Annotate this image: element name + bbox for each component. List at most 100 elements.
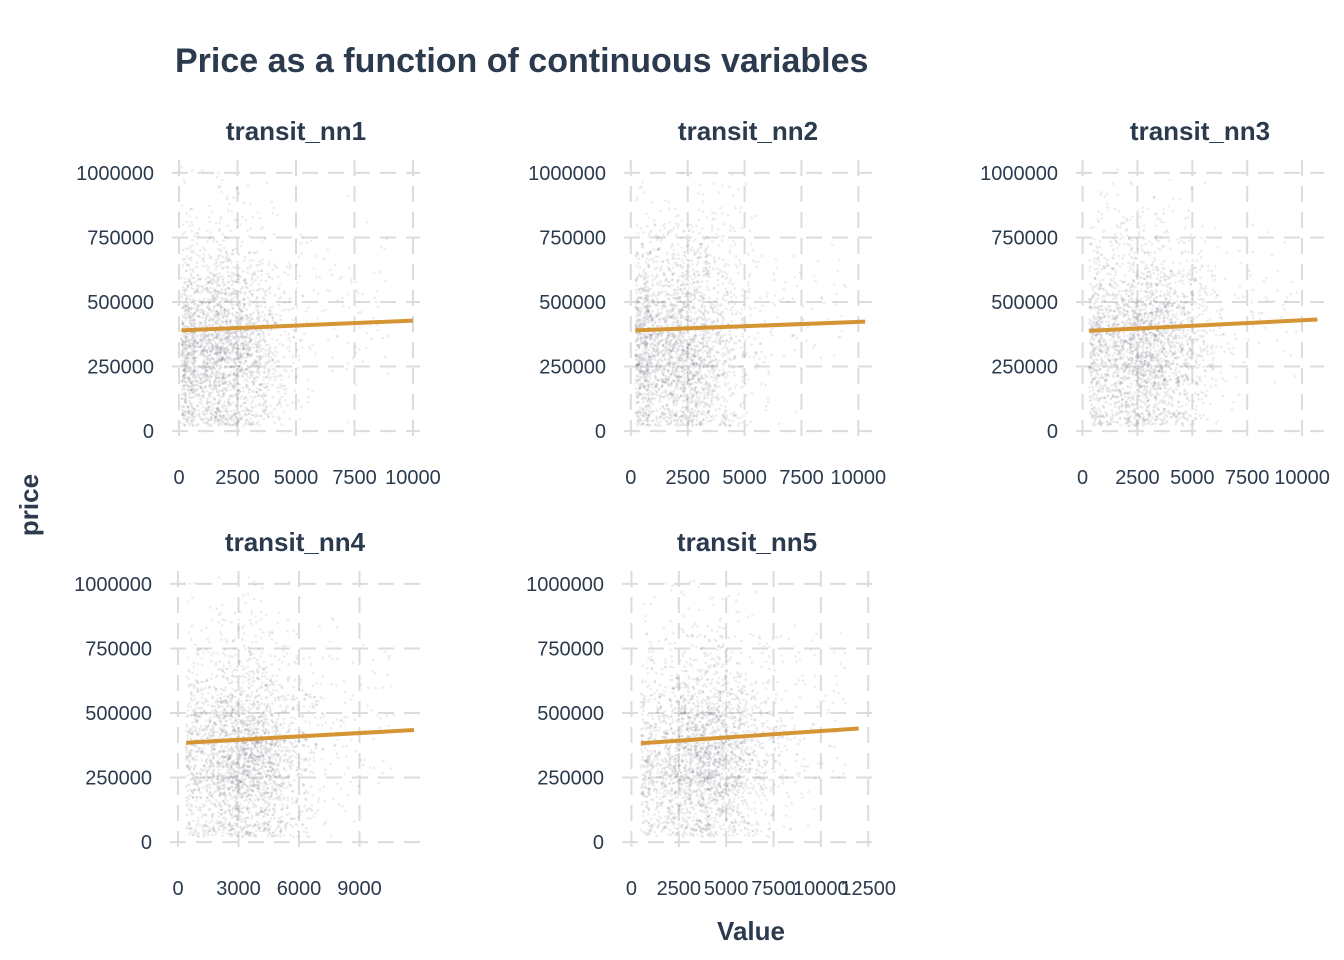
scatter-point	[230, 253, 233, 256]
scatter-point	[217, 229, 221, 232]
scatter-point	[206, 354, 210, 358]
scatter-point	[183, 293, 187, 297]
scatter-point	[210, 297, 214, 301]
scatter-point	[254, 375, 258, 379]
scatter-point	[689, 391, 692, 395]
scatter-point	[251, 399, 255, 402]
scatter-point	[216, 303, 220, 307]
scatter-point	[218, 411, 221, 414]
scatter-point	[193, 365, 196, 369]
scatter-point	[240, 341, 243, 345]
scatter-point	[280, 395, 283, 399]
scatter-point	[706, 279, 709, 283]
y-tick-label: 250000	[87, 357, 154, 379]
scatter-point	[300, 338, 303, 342]
scatter-point	[200, 301, 203, 305]
scatter-point	[297, 358, 301, 362]
scatter-point	[204, 361, 208, 365]
scatter-point	[191, 297, 194, 301]
scatter-point	[688, 239, 691, 242]
scatter-point	[277, 275, 280, 279]
scatter-point	[193, 395, 196, 398]
scatter-point	[689, 310, 693, 314]
scatter-point	[202, 418, 205, 422]
scatter-point	[702, 351, 705, 354]
scatter-point	[255, 360, 259, 364]
scatter-point	[679, 333, 682, 337]
scatter-point	[715, 297, 719, 301]
scatter-point	[212, 383, 216, 387]
scatter-point	[728, 363, 731, 366]
scatter-point	[228, 350, 231, 354]
scatter-point	[256, 367, 260, 371]
scatter-point	[219, 305, 223, 308]
scatter-point	[257, 345, 260, 349]
scatter-point	[774, 257, 778, 261]
scatter-point	[324, 308, 327, 312]
scatter-point	[652, 293, 655, 297]
scatter-point	[220, 215, 223, 219]
scatter-point	[226, 297, 229, 301]
gridlines	[172, 160, 420, 444]
scatter-point	[233, 342, 236, 346]
scatter-point	[703, 333, 706, 336]
scatter-point	[190, 354, 193, 358]
scatter-point	[245, 418, 248, 422]
scatter-point	[219, 338, 223, 341]
scatter-point	[222, 239, 225, 242]
scatter-point	[666, 284, 669, 287]
scatter-point	[212, 338, 215, 342]
scatter-point	[261, 296, 265, 300]
scatter-point	[215, 310, 219, 313]
scatter-point	[649, 411, 652, 414]
scatter-point	[666, 369, 670, 373]
scatter-point	[183, 310, 187, 313]
scatter-point	[249, 227, 252, 230]
scatter-point	[728, 370, 731, 374]
scatter-point	[689, 370, 692, 374]
scatter-point	[671, 332, 675, 336]
scatter-point	[645, 408, 648, 412]
scatter-point	[231, 306, 234, 310]
scatter-point	[255, 320, 258, 324]
scatter-point	[711, 340, 715, 344]
scatter-point	[196, 350, 199, 353]
scatter-point	[644, 397, 647, 400]
scatter-point	[191, 362, 195, 366]
scatter-point	[350, 281, 353, 284]
scatter-point	[698, 184, 702, 187]
scatter-point	[183, 230, 187, 234]
scatter-point	[206, 276, 209, 279]
scatter-point	[274, 265, 277, 268]
scatter-point	[781, 297, 785, 300]
scatter-point	[707, 404, 711, 408]
scatter-point	[277, 297, 281, 300]
scatter-point	[253, 251, 257, 255]
scatter-point	[640, 397, 644, 400]
scatter-point	[718, 333, 721, 337]
scatter-point	[209, 257, 213, 260]
scatter-point	[214, 336, 218, 339]
scatter-point	[251, 311, 255, 315]
scatter-point	[213, 280, 217, 283]
scatter-point	[773, 278, 776, 282]
scatter-point	[705, 380, 708, 384]
scatter-point	[222, 393, 226, 397]
scatter-point	[256, 370, 259, 373]
scatter-point	[280, 378, 283, 382]
scatter-point	[694, 311, 697, 315]
scatter-point	[675, 334, 678, 338]
scatter-point	[699, 341, 702, 345]
scatter-point	[731, 226, 735, 230]
scatter-point	[204, 282, 208, 286]
scatter-point	[191, 396, 194, 399]
scatter-point	[634, 358, 638, 361]
scatter-point	[252, 251, 255, 254]
scatter-point	[243, 378, 247, 382]
scatter-point	[248, 290, 251, 293]
scatter-point	[262, 338, 266, 341]
scatter-point	[798, 271, 802, 274]
scatter-point	[183, 304, 186, 307]
scatter-point	[265, 405, 269, 409]
scatter-point	[184, 337, 188, 341]
